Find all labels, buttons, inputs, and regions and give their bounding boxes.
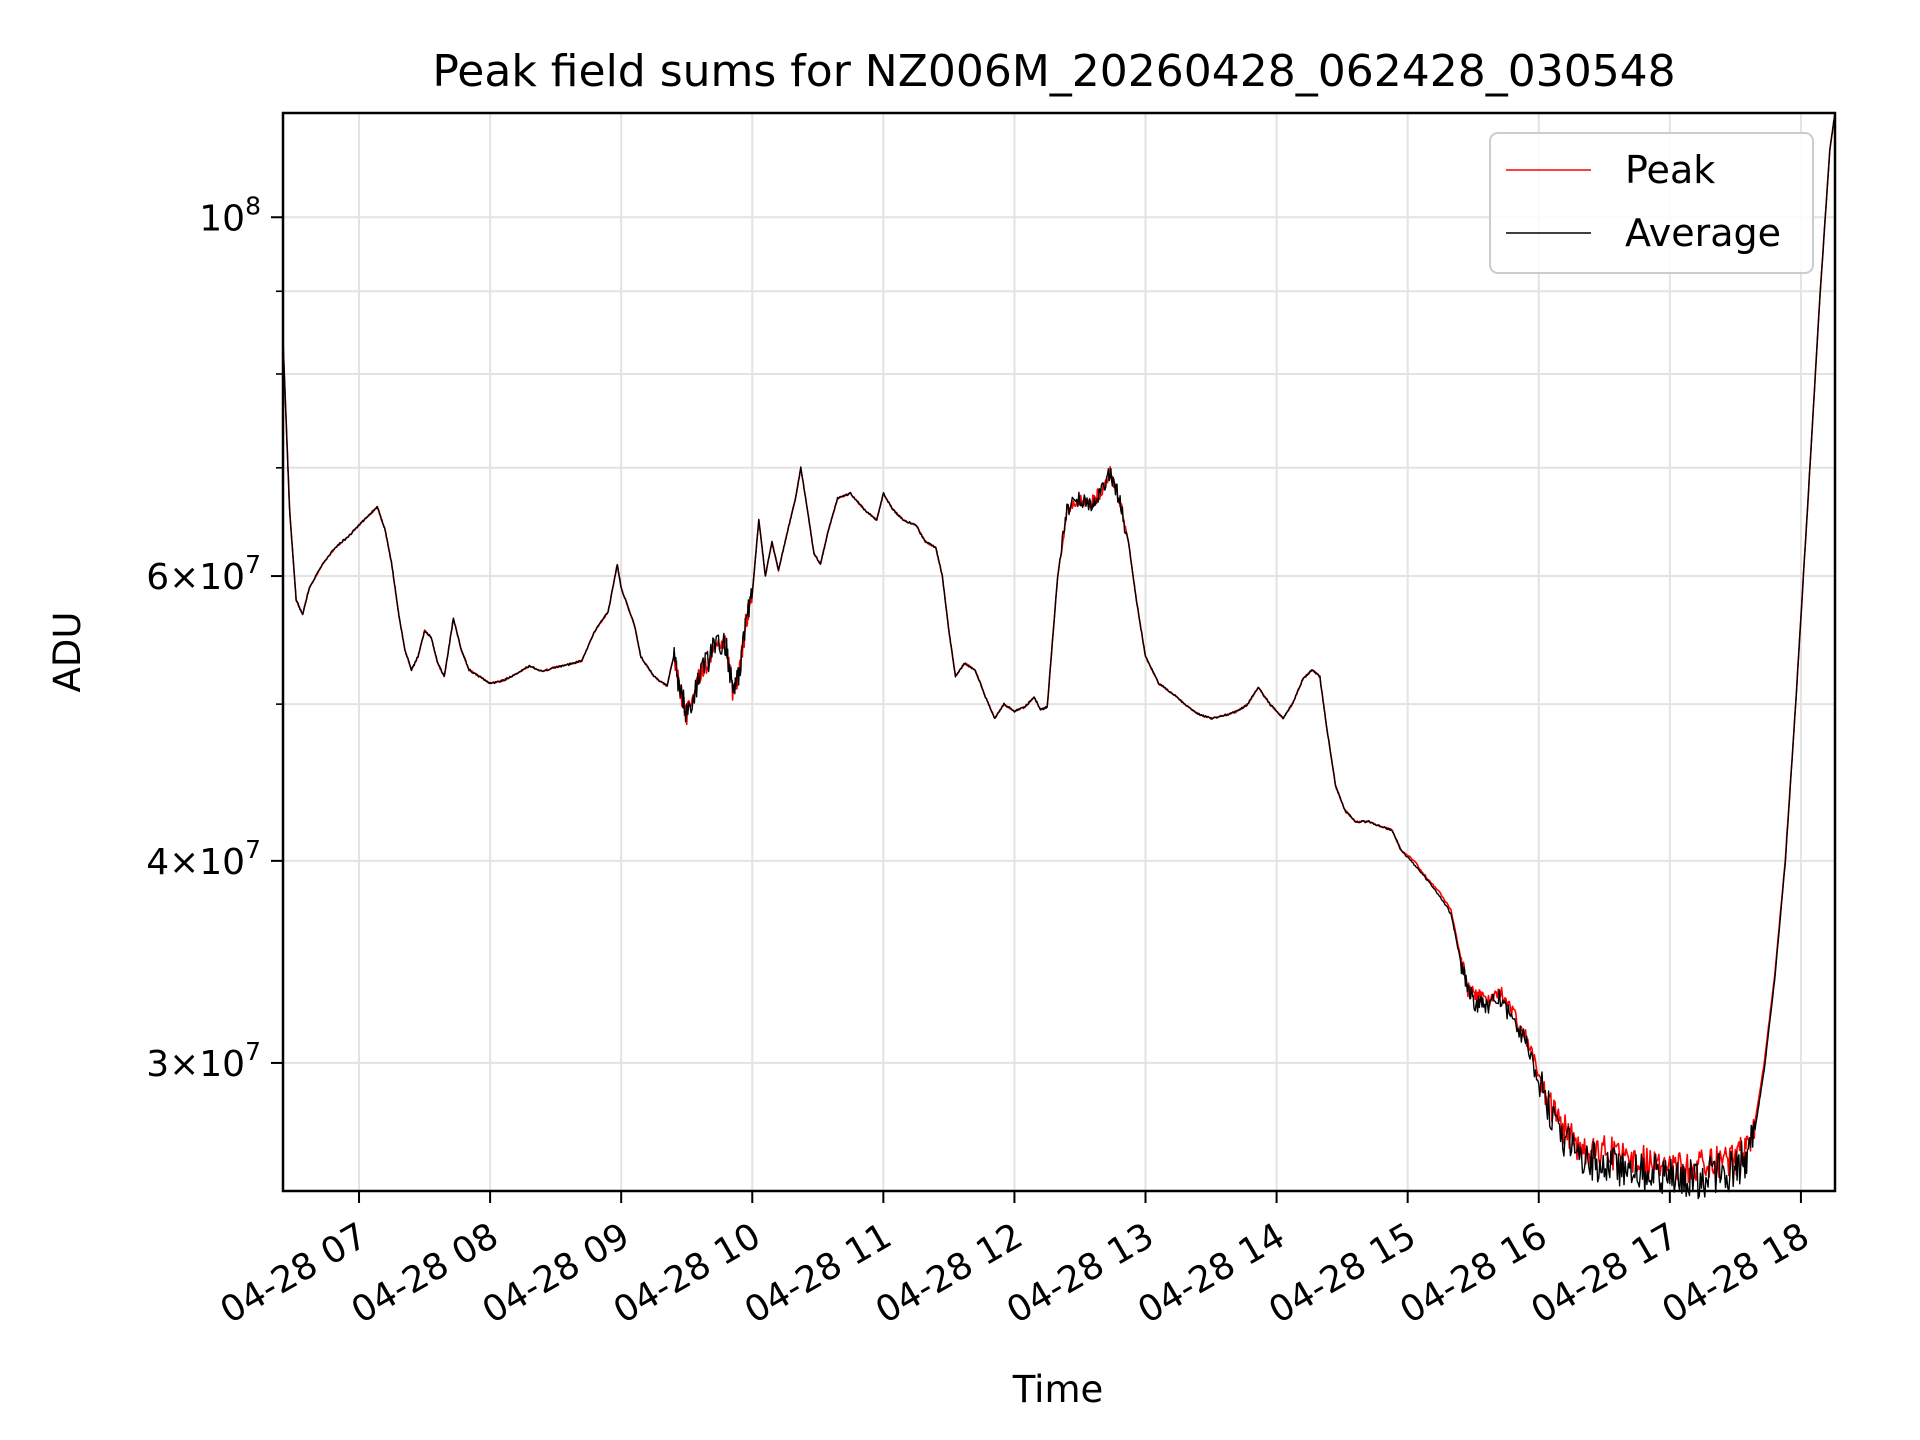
y-tick-label: 4×107 bbox=[146, 835, 261, 883]
legend-label-average: Average bbox=[1625, 211, 1781, 255]
series-line-average bbox=[282, 112, 1836, 1200]
x-axis-label: Time bbox=[1012, 1368, 1104, 1411]
legend-label-peak: Peak bbox=[1625, 148, 1715, 192]
y-tick-label: 108 bbox=[199, 191, 261, 239]
plot-frame bbox=[281, 111, 1837, 1193]
legend-box bbox=[1489, 132, 1814, 274]
y-tick-label: 6×107 bbox=[146, 550, 261, 598]
y-tick-label: 3×107 bbox=[146, 1037, 261, 1085]
plot-series bbox=[282, 112, 1836, 1200]
chart-title: Peak field sums for NZ006M_20260428_0624… bbox=[432, 46, 1675, 97]
legend: Peak Average bbox=[1489, 132, 1814, 274]
y-axis-label: ADU bbox=[46, 612, 89, 693]
